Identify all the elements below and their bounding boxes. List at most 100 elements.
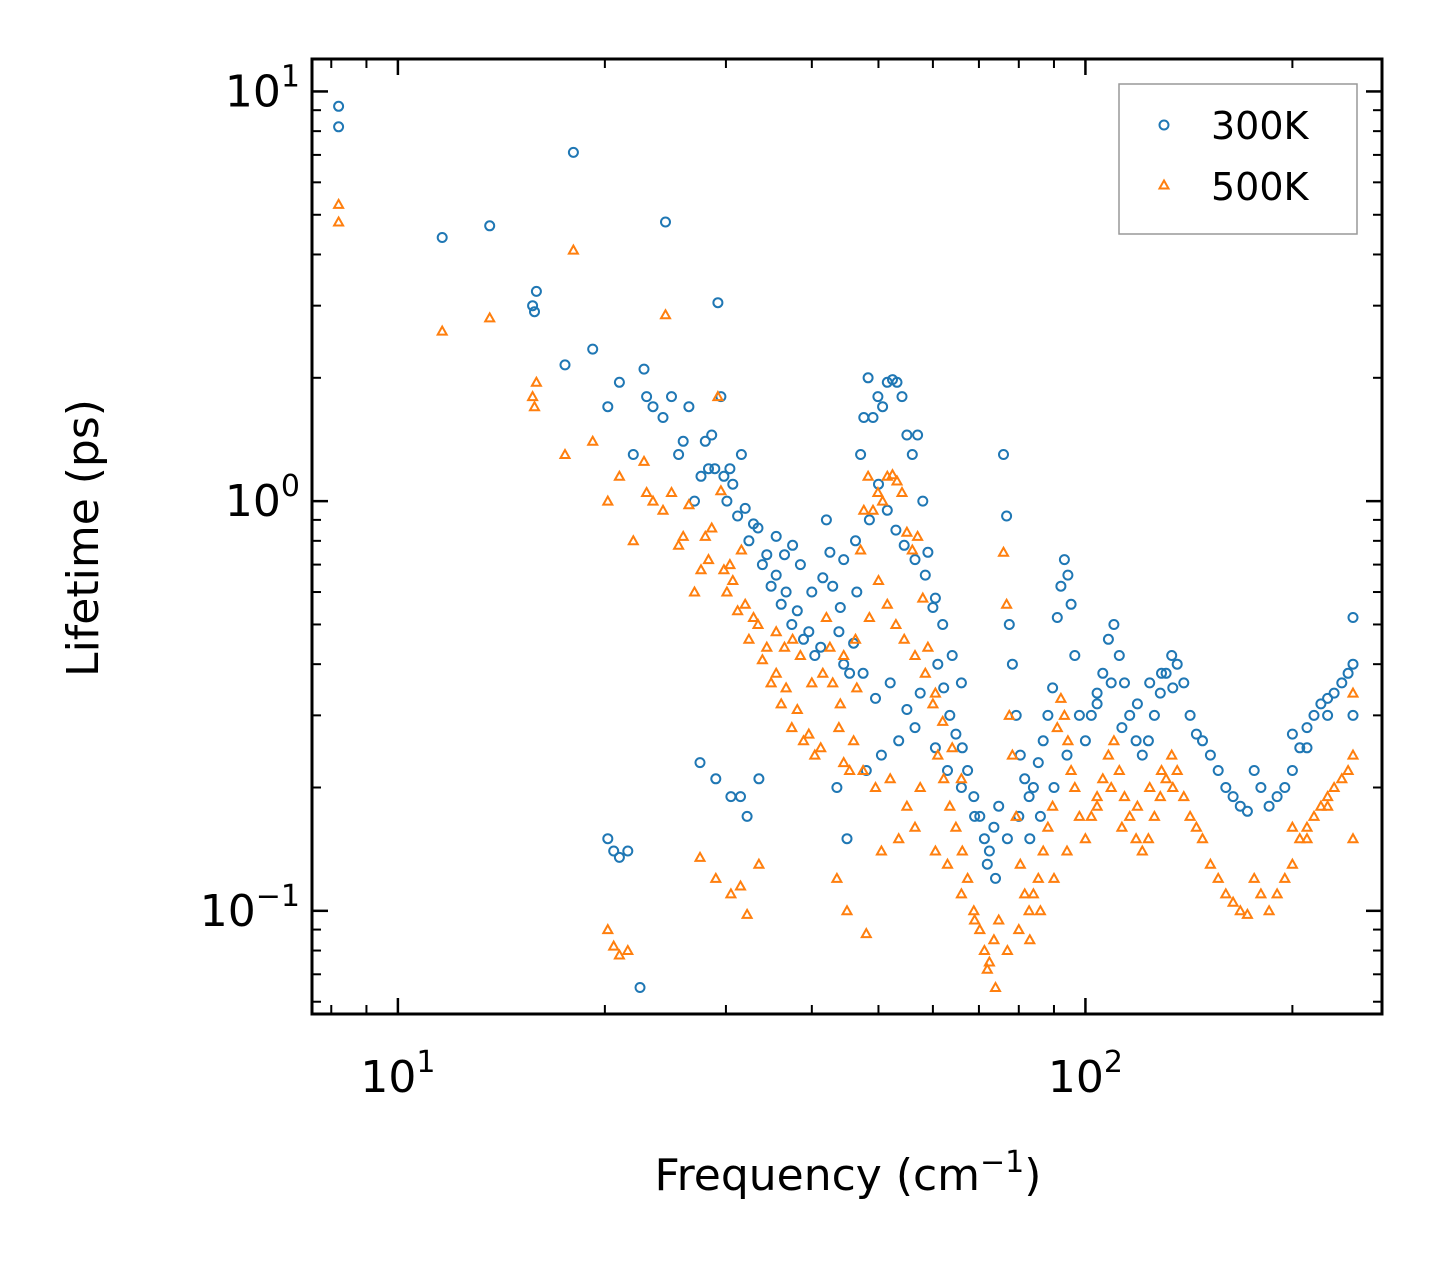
point-500k — [886, 468, 899, 480]
point-500k — [613, 469, 626, 481]
point-500k — [769, 625, 783, 637]
point-500k — [646, 494, 660, 506]
point-500k — [778, 640, 791, 652]
point-300k — [660, 216, 671, 228]
point-300k — [998, 449, 1009, 460]
point-300k — [872, 391, 884, 403]
point-500k — [869, 780, 882, 792]
point-500k — [1027, 887, 1040, 899]
point-500k — [875, 844, 888, 856]
point-300k — [929, 592, 941, 604]
point-500k — [1085, 809, 1098, 821]
y-axis-title: Lifetime (ps) — [58, 399, 109, 677]
point-500k — [1293, 832, 1307, 844]
point-500k — [1307, 809, 1321, 821]
point-500k — [889, 617, 903, 629]
point-500k — [876, 494, 889, 506]
point-300k — [1116, 722, 1128, 734]
point-500k — [794, 648, 807, 660]
point-500k — [688, 585, 701, 597]
point-500k — [1166, 780, 1180, 792]
point-300k — [530, 285, 542, 297]
point-300k — [608, 845, 620, 857]
point-500k — [981, 962, 994, 974]
point-300k — [962, 765, 974, 776]
point-500k — [872, 573, 885, 585]
point-300k — [1342, 667, 1354, 679]
point-300k — [587, 343, 599, 355]
point-500k — [1165, 748, 1178, 760]
point-500k — [1219, 887, 1233, 899]
point-300k — [791, 605, 803, 617]
point-300k — [666, 391, 677, 403]
point-300k — [1220, 782, 1232, 793]
point-300k — [779, 549, 790, 561]
point-300k — [950, 728, 962, 740]
point-500k — [1090, 799, 1104, 811]
point-300k — [1085, 709, 1097, 721]
point-500k — [900, 799, 914, 811]
point-500k — [676, 529, 690, 541]
tick-labels: 101 102 10−1 100 101 — [200, 59, 1123, 1103]
point-500k — [814, 741, 827, 753]
point-500k — [747, 610, 760, 622]
point-300k — [1062, 569, 1074, 581]
point-300k — [752, 522, 764, 534]
point-500k — [1154, 790, 1167, 802]
point-500k — [1058, 708, 1071, 720]
point-500k — [837, 756, 850, 768]
point-300k — [1347, 658, 1359, 670]
point-500k — [779, 681, 793, 693]
point-500k — [1036, 844, 1050, 856]
point-500k — [1143, 780, 1156, 792]
point-300k — [627, 449, 639, 460]
point-300k — [1142, 735, 1154, 747]
point-300k — [851, 586, 863, 598]
point-300k — [834, 602, 846, 613]
point-300k — [929, 742, 941, 754]
point-300k — [1001, 510, 1013, 522]
point-500k — [526, 390, 539, 402]
point-300k — [820, 514, 832, 526]
point-500k — [1196, 832, 1209, 844]
point-500k — [1346, 832, 1360, 844]
point-300k — [638, 363, 650, 375]
point-500k — [856, 763, 870, 775]
point-500k — [738, 597, 752, 609]
point-300k — [1124, 709, 1136, 721]
point-300k — [1190, 728, 1202, 740]
point-300k — [1102, 633, 1114, 645]
point-500k — [1254, 887, 1268, 899]
point-500k — [530, 375, 543, 387]
point-300k — [803, 626, 815, 638]
point-500k — [1321, 799, 1334, 811]
point-500k — [936, 714, 949, 726]
legend-marker-500k — [1157, 178, 1171, 190]
point-500k — [734, 879, 747, 891]
point-500k — [1079, 832, 1092, 844]
y-tick-label: 101 — [225, 59, 300, 117]
point-500k — [911, 529, 924, 541]
point-500k — [607, 939, 620, 951]
point-500k — [973, 923, 987, 935]
point-300k — [647, 401, 659, 413]
point-500k — [849, 632, 862, 644]
point-300k — [867, 412, 879, 423]
point-500k — [997, 545, 1010, 557]
point-300k — [884, 677, 896, 689]
point-500k — [843, 763, 856, 775]
point-500k — [937, 772, 950, 784]
point-300k — [831, 782, 843, 793]
point-300k — [1069, 650, 1081, 661]
point-500k — [567, 243, 580, 255]
point-500k — [740, 907, 754, 919]
point-500k — [682, 498, 696, 510]
point-300k — [988, 821, 1000, 833]
point-300k — [1271, 791, 1283, 803]
point-300k — [622, 845, 634, 857]
x-tick-label: 101 — [360, 1045, 435, 1103]
point-300k — [1255, 782, 1267, 793]
point-500k — [720, 585, 734, 597]
point-500k — [785, 721, 799, 733]
point-500k — [731, 604, 744, 616]
